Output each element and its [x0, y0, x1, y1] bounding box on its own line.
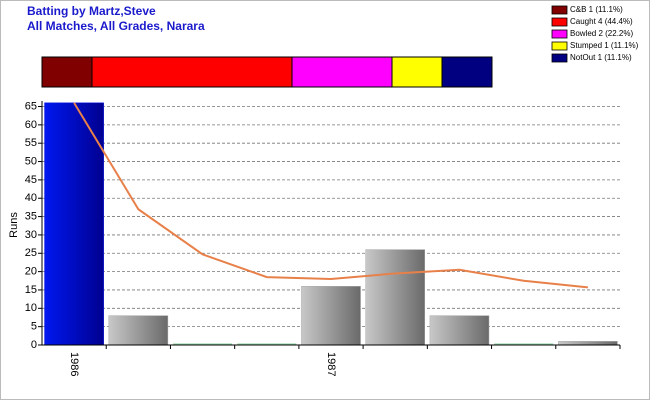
bar [365, 249, 426, 346]
y-tick-label: 40 [25, 192, 37, 204]
average-line [73, 102, 588, 289]
legend-swatch [551, 53, 568, 63]
y-tick-label: 15 [25, 284, 37, 296]
legend-swatch [551, 5, 568, 15]
y-tick-label: 10 [25, 302, 37, 314]
y-tick-label: 35 [25, 210, 37, 222]
dismissal-segment [91, 56, 293, 88]
bar [44, 102, 104, 346]
legend-label: Stumped 1 (11.1%) [570, 41, 639, 50]
y-tick-label: 5 [31, 321, 37, 333]
dismissal-segment [441, 56, 493, 88]
legend-label: Bowled 2 (22.2%) [570, 29, 633, 38]
legend-swatch [551, 41, 568, 51]
legend-swatch [551, 17, 568, 27]
bar [301, 286, 361, 346]
legend-swatch [551, 29, 568, 39]
bar [494, 343, 554, 345]
bar [429, 315, 490, 346]
y-tick-label: 45 [25, 174, 37, 186]
y-tick-label: 30 [25, 229, 37, 241]
dismissal-segment [391, 56, 443, 88]
y-tick-label: 65 [25, 100, 37, 112]
dismissal-segment [291, 56, 393, 88]
bar [558, 341, 618, 346]
y-tick-label: 50 [25, 155, 37, 167]
legend-label: Caught 4 (44.4%) [570, 17, 633, 26]
y-tick-label: 55 [25, 137, 37, 149]
bar [108, 315, 169, 346]
y-tick-label: 25 [25, 247, 37, 259]
bar [173, 343, 233, 345]
y-tick-label: 20 [25, 266, 37, 278]
y-axis-label: Runs [8, 212, 20, 238]
x-tick-label: 1987 [325, 352, 337, 376]
legend-label: NotOut 1 (11.1%) [570, 53, 632, 62]
y-tick-label: 60 [25, 119, 37, 131]
y-tick-label: 0 [31, 339, 37, 351]
bar [237, 343, 297, 345]
title: Batting by Martz,Steve [27, 4, 156, 18]
dismissal-segment [41, 56, 93, 88]
subtitle: All Matches, All Grades, Narara [27, 19, 205, 33]
legend-label: C&B 1 (11.1%) [570, 5, 623, 14]
x-tick-label: 1986 [68, 352, 80, 376]
